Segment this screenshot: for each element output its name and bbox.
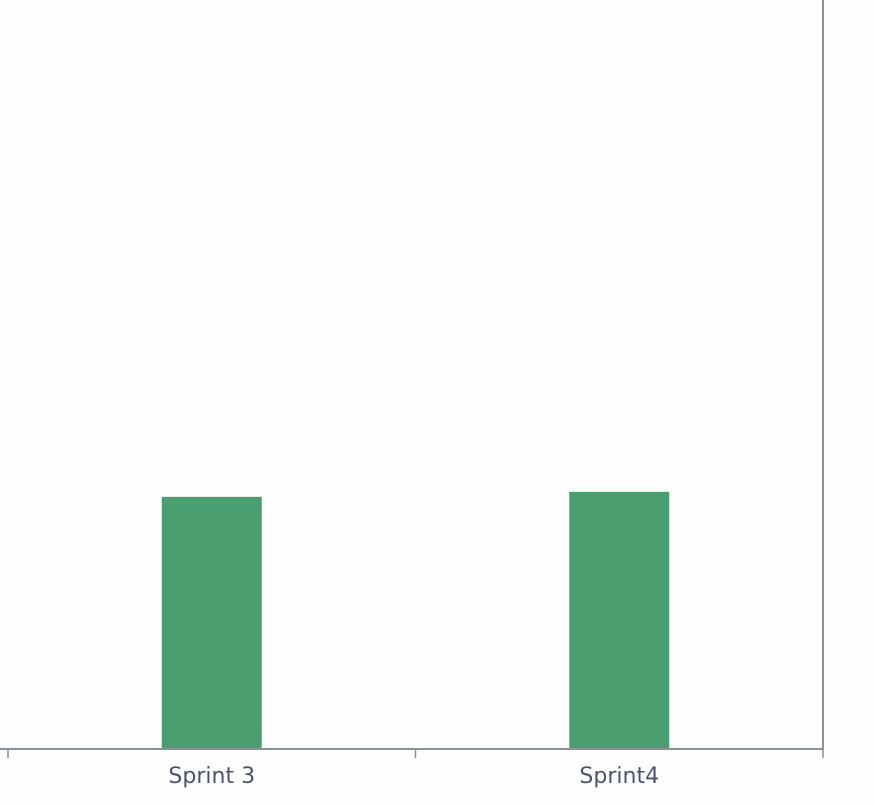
axes-layer bbox=[0, 0, 824, 750]
bars-layer bbox=[161, 491, 670, 749]
x-tick-label-1: Sprint 3 bbox=[168, 764, 255, 789]
x-ticks-layer bbox=[7, 749, 824, 758]
x-tick-label-2: Sprint4 bbox=[579, 764, 659, 789]
bar-1 bbox=[161, 496, 262, 749]
x-tick-labels: Sprint 3 Sprint4 bbox=[168, 764, 659, 789]
bar-2 bbox=[569, 491, 670, 749]
